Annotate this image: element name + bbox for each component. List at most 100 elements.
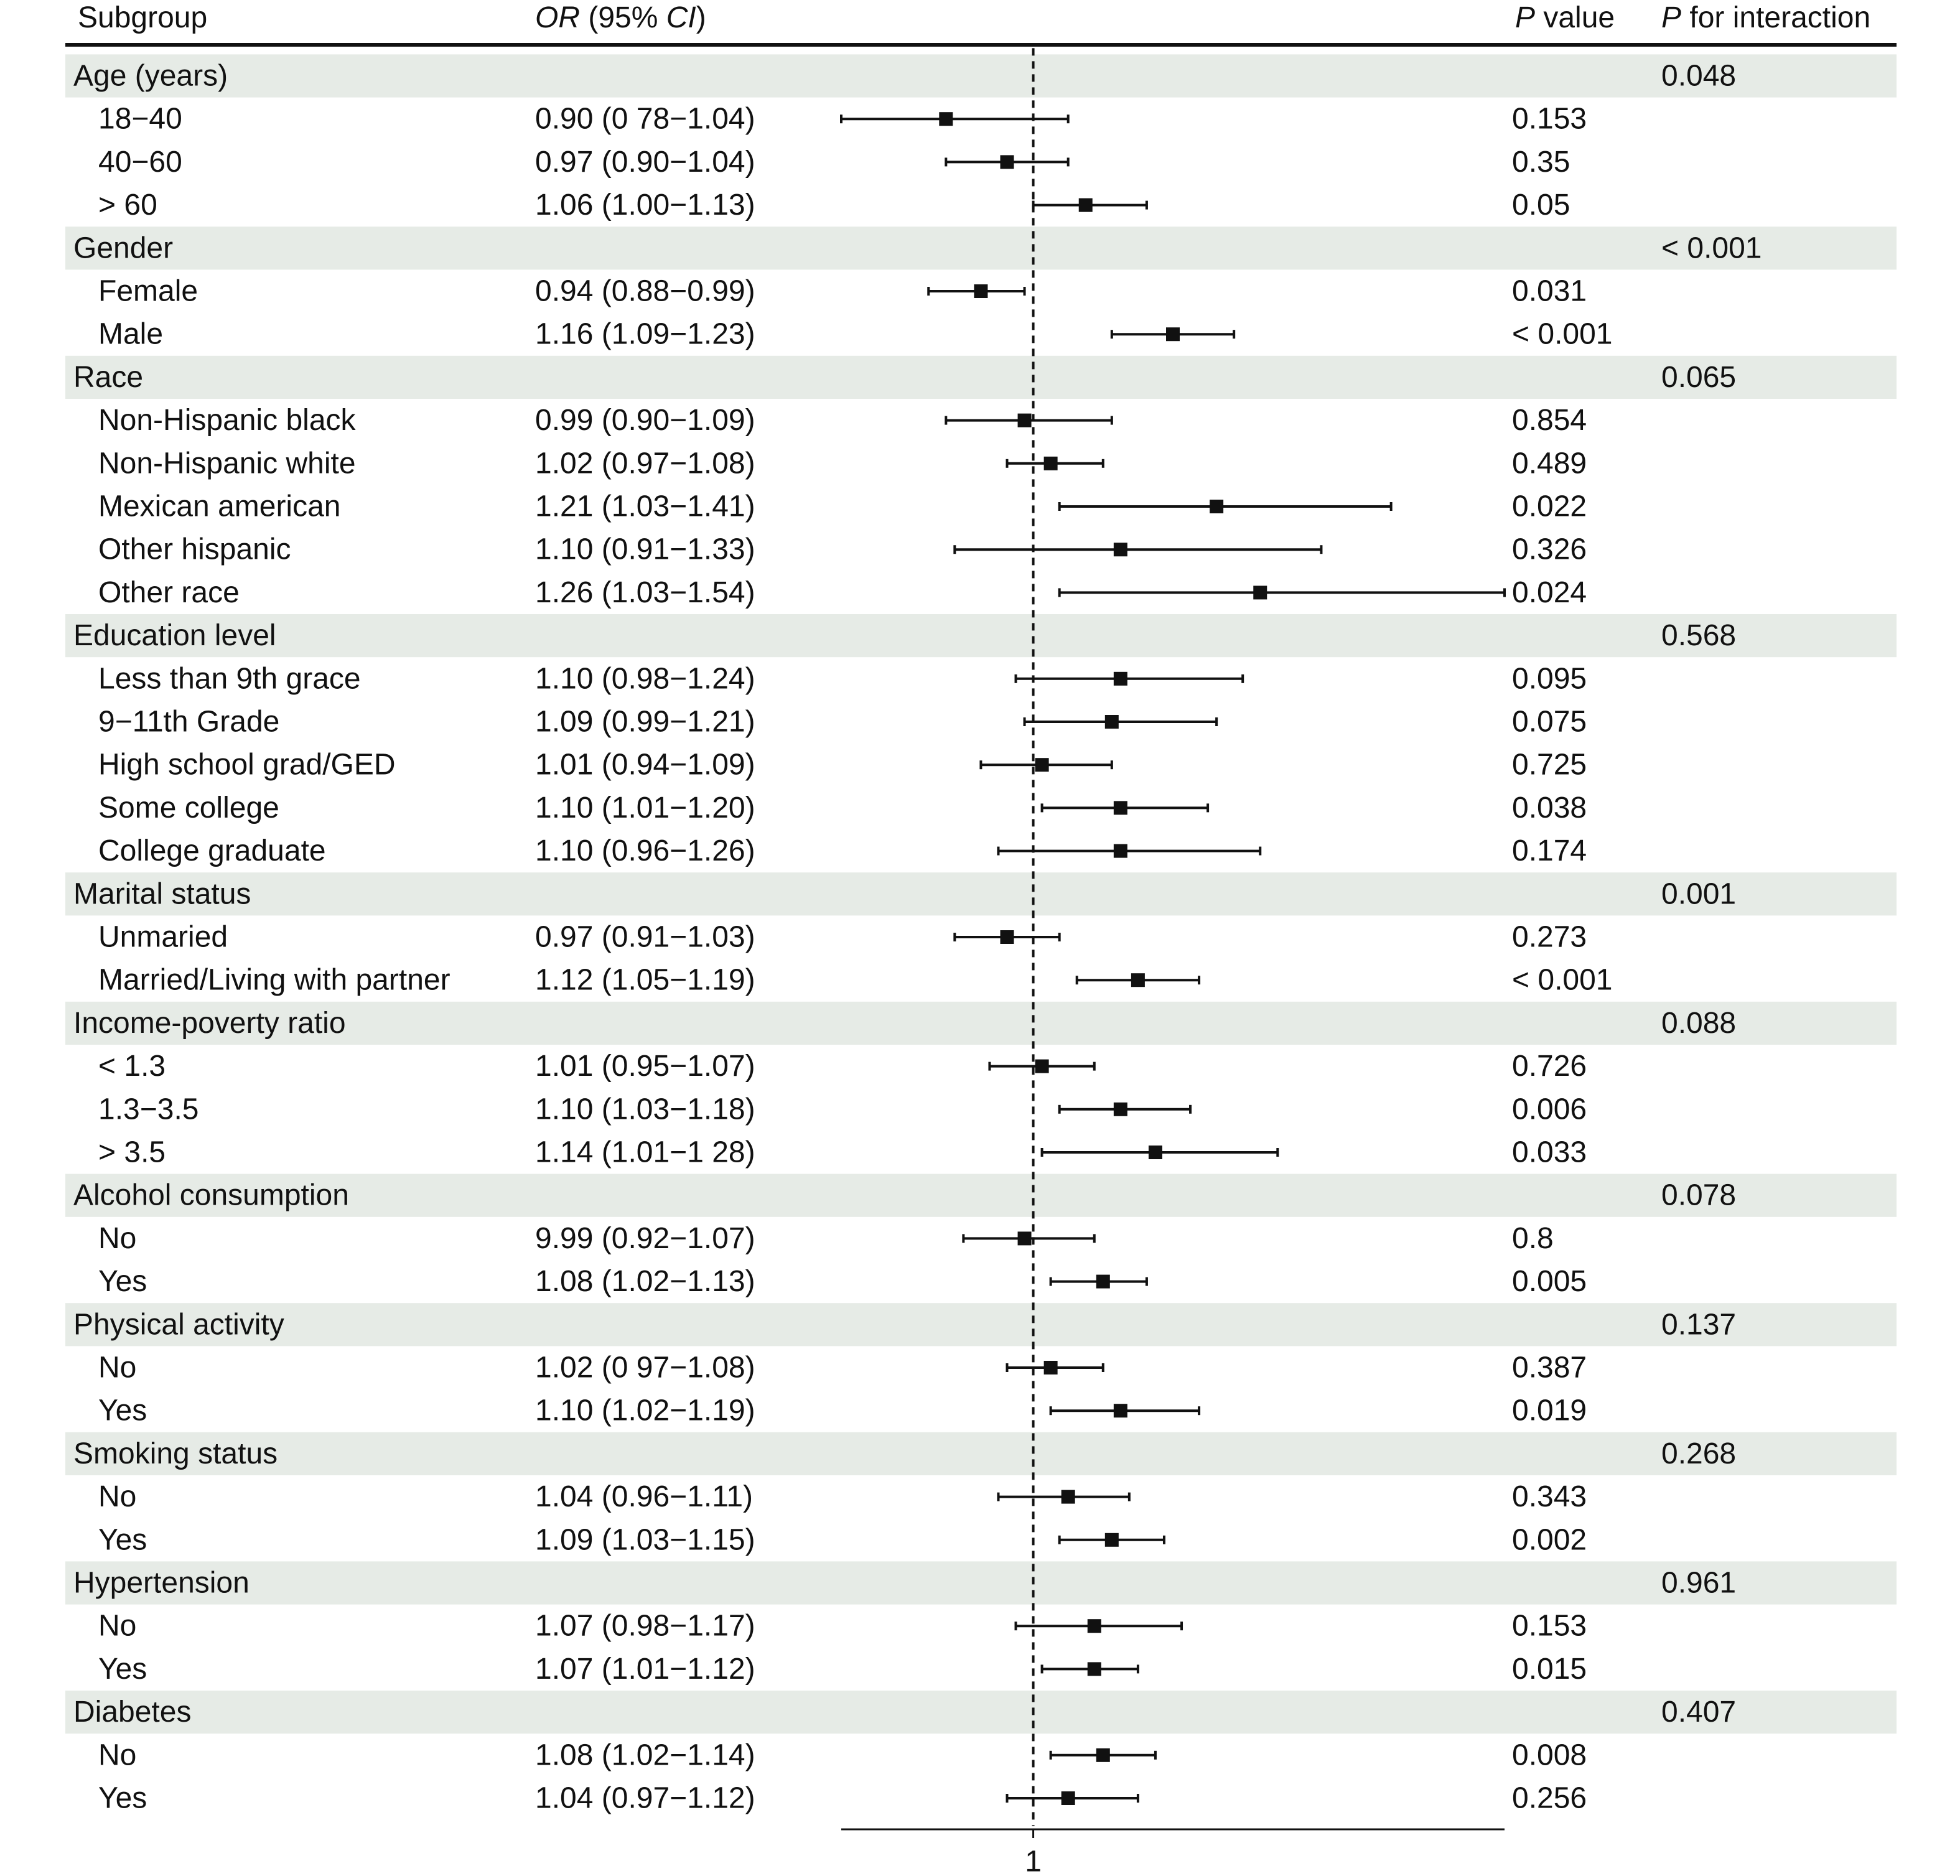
- p-value: 0.024: [1512, 576, 1587, 609]
- subgroup-label: 9−11th Grade: [98, 706, 279, 739]
- subgroup-label: 18−40: [98, 103, 182, 136]
- group-label: Alcohol consumption: [73, 1179, 349, 1212]
- point-estimate: [1131, 973, 1145, 987]
- subgroup-label: > 60: [98, 189, 157, 222]
- p-value: 0.038: [1512, 791, 1587, 824]
- header-ci-close: ): [696, 1, 706, 34]
- group-band: [65, 1001, 1897, 1045]
- p-value: 0.725: [1512, 749, 1587, 782]
- p-value: 0.005: [1512, 1265, 1587, 1298]
- p-value: 0.273: [1512, 921, 1587, 954]
- subgroup-label: Less than 9th grace: [98, 662, 361, 695]
- p-value: 0.35: [1512, 146, 1570, 179]
- p-interaction-value: 0.407: [1661, 1696, 1736, 1729]
- subgroup-label: College graduate: [98, 834, 326, 867]
- point-estimate: [1000, 155, 1014, 169]
- or-ci-text: 1.09 (1.03−1.15): [535, 1523, 755, 1556]
- group-label: Smoking status: [73, 1437, 278, 1470]
- point-estimate: [1017, 413, 1032, 427]
- or-ci-text: 1.06 (1.00−1.13): [535, 189, 755, 222]
- subgroup-label: > 3.5: [98, 1136, 166, 1169]
- group-label: Gender: [73, 231, 173, 264]
- x-axis: 1: [841, 1828, 1505, 1876]
- header-p-interaction: P for interaction: [1661, 1, 1870, 34]
- or-ci-text: 1.07 (0.98−1.17): [535, 1610, 755, 1643]
- p-value: 0.854: [1512, 404, 1587, 437]
- subgroup-label: Some college: [98, 791, 279, 824]
- p-value: 0.387: [1512, 1351, 1587, 1384]
- point-estimate: [1078, 198, 1093, 212]
- p-value: 0.033: [1512, 1136, 1587, 1169]
- point-estimate: [1000, 930, 1014, 944]
- point-estimate: [939, 112, 953, 126]
- or-ci-text: 1.02 (0.97−1.08): [535, 447, 755, 480]
- or-ci-text: 1.01 (0.94−1.09): [535, 749, 755, 782]
- header-or-italic: OR: [535, 1, 580, 34]
- point-estimate: [1043, 1361, 1058, 1374]
- header-or-rest: (95%: [580, 1, 666, 34]
- p-value: 0.095: [1512, 662, 1587, 695]
- subgroup-label: No: [98, 1610, 136, 1643]
- p-interaction-value: 0.568: [1661, 619, 1736, 652]
- group-band: [65, 872, 1897, 916]
- point-estimate: [1104, 715, 1119, 729]
- group-band: [65, 226, 1897, 270]
- p-value: < 0.001: [1512, 318, 1612, 351]
- or-ci-text: 0.97 (0.91−1.03): [535, 921, 755, 954]
- point-estimate: [1113, 671, 1127, 686]
- p-value: 0.015: [1512, 1653, 1587, 1686]
- p-value: 0.022: [1512, 490, 1587, 523]
- or-ci-text: 1.10 (1.02−1.19): [535, 1394, 755, 1427]
- subgroup-label: No: [98, 1351, 136, 1384]
- p-interaction-value: < 0.001: [1661, 231, 1762, 264]
- subgroup-label: Other hispanic: [98, 533, 291, 566]
- subgroup-label: Yes: [98, 1265, 147, 1298]
- table-header: Subgroup OR (95% CI) P value P for inter…: [65, 1, 1897, 47]
- point-estimate: [1035, 758, 1049, 772]
- header-or-ci: OR (95% CI): [535, 1, 706, 34]
- header-subgroup: Subgroup: [78, 1, 207, 34]
- p-value: 0.075: [1512, 706, 1587, 739]
- or-ci-text: 1.04 (0.96−1.11): [535, 1480, 753, 1513]
- or-ci-text: 1.12 (1.05−1.19): [535, 964, 755, 997]
- header-pint-italic: P: [1661, 1, 1681, 34]
- p-value: 0.326: [1512, 533, 1587, 566]
- header-ci-italic: CI: [666, 1, 696, 34]
- subgroup-label: Unmaried: [98, 921, 228, 954]
- p-value: 0.489: [1512, 447, 1587, 480]
- or-ci-text: 1.21 (1.03−1.41): [535, 490, 755, 523]
- p-value: 0.006: [1512, 1093, 1587, 1126]
- subgroup-label: Non-Hispanic white: [98, 447, 356, 480]
- subgroup-label: Other race: [98, 576, 240, 609]
- or-ci-text: 1.02 (0 97−1.08): [535, 1351, 755, 1384]
- p-value: 0.002: [1512, 1523, 1587, 1556]
- group-band: [65, 355, 1897, 399]
- or-ci-text: 0.94 (0.88−0.99): [535, 275, 755, 308]
- point-estimate: [1113, 1102, 1127, 1116]
- p-interaction-value: 0.001: [1661, 877, 1736, 910]
- subgroup-label: Yes: [98, 1653, 147, 1686]
- point-estimate: [1104, 1533, 1119, 1547]
- p-value: 0.726: [1512, 1050, 1587, 1083]
- p-value: 0.153: [1512, 103, 1587, 136]
- p-interaction-value: 0.088: [1661, 1007, 1736, 1040]
- point-estimate: [1061, 1791, 1075, 1805]
- header-p-rest: value: [1535, 1, 1615, 34]
- point-estimate: [1253, 586, 1267, 600]
- subgroup-label: Mexican american: [98, 490, 340, 523]
- or-ci-text: 1.10 (1.03−1.18): [535, 1093, 755, 1126]
- header-pint-rest: for interaction: [1681, 1, 1870, 34]
- or-ci-text: 1.08 (1.02−1.14): [535, 1738, 755, 1771]
- subgroup-label: 1.3−3.5: [98, 1093, 198, 1126]
- or-ci-text: 9.99 (0.92−1.07): [535, 1222, 755, 1255]
- or-ci-text: 0.90 (0 78−1.04): [535, 103, 755, 136]
- subgroup-label: Female: [98, 275, 198, 308]
- group-label: Age (years): [73, 60, 228, 93]
- group-band: [65, 1432, 1897, 1475]
- subgroup-label: < 1.3: [98, 1050, 166, 1083]
- or-ci-text: 1.08 (1.02−1.13): [535, 1265, 755, 1298]
- group-label: Income-poverty ratio: [73, 1007, 346, 1040]
- subgroup-label: 40−60: [98, 146, 182, 179]
- p-interaction-value: 0.078: [1661, 1179, 1736, 1212]
